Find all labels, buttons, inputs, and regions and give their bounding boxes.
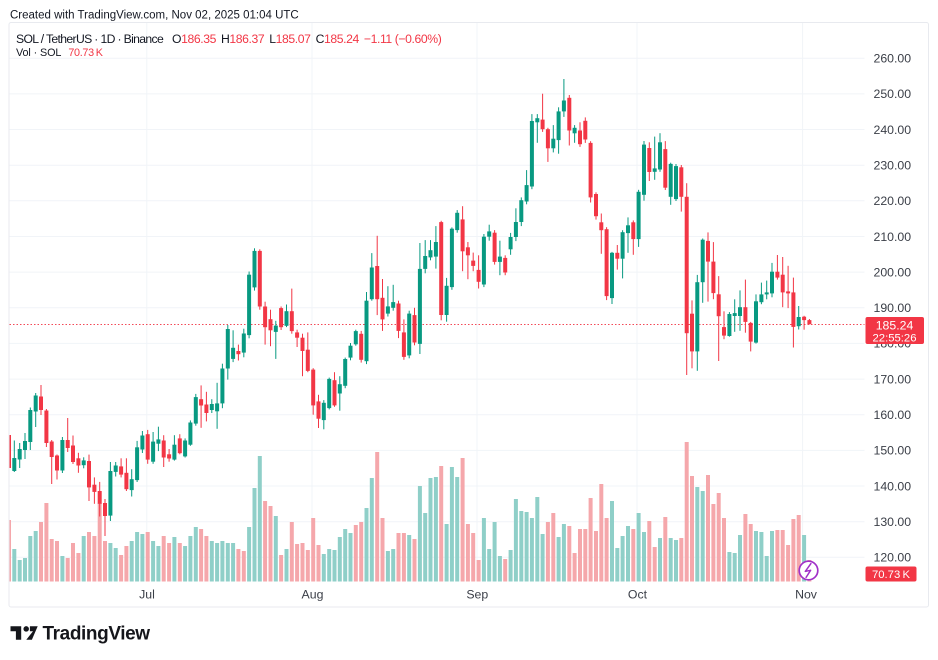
svg-text:Oct: Oct xyxy=(628,588,648,602)
svg-text:Created with TradingView.com,: Created with TradingView.com, Nov 02, 20… xyxy=(10,10,299,22)
svg-text:230.00: 230.00 xyxy=(874,159,912,173)
svg-text:260.00: 260.00 xyxy=(874,52,912,66)
svg-text:170.00: 170.00 xyxy=(874,372,912,386)
svg-text:22:55:26: 22:55:26 xyxy=(873,333,917,345)
svg-text:220.00: 220.00 xyxy=(874,194,912,208)
svg-text:185.24: 185.24 xyxy=(876,319,914,333)
svg-text:70.73 K: 70.73 K xyxy=(872,569,911,581)
svg-text:210.00: 210.00 xyxy=(874,230,912,244)
svg-text:Jul: Jul xyxy=(139,588,155,602)
svg-text:Aug: Aug xyxy=(302,588,324,602)
svg-text:150.00: 150.00 xyxy=(874,444,912,458)
svg-text:130.00: 130.00 xyxy=(874,515,912,529)
svg-text:SOL / TetherUS · 1D · Binance: SOL / TetherUS · 1D · Binance xyxy=(16,32,164,46)
svg-text:TradingView: TradingView xyxy=(43,623,151,644)
svg-text:250.00: 250.00 xyxy=(874,87,912,101)
svg-text:190.00: 190.00 xyxy=(874,301,912,315)
svg-text:200.00: 200.00 xyxy=(874,265,912,279)
svg-text:160.00: 160.00 xyxy=(874,408,912,422)
svg-text:120.00: 120.00 xyxy=(874,551,912,565)
svg-text:140.00: 140.00 xyxy=(874,479,912,493)
svg-text:Nov: Nov xyxy=(795,588,818,602)
svg-text:240.00: 240.00 xyxy=(874,123,912,137)
svg-text:Sep: Sep xyxy=(466,588,488,602)
